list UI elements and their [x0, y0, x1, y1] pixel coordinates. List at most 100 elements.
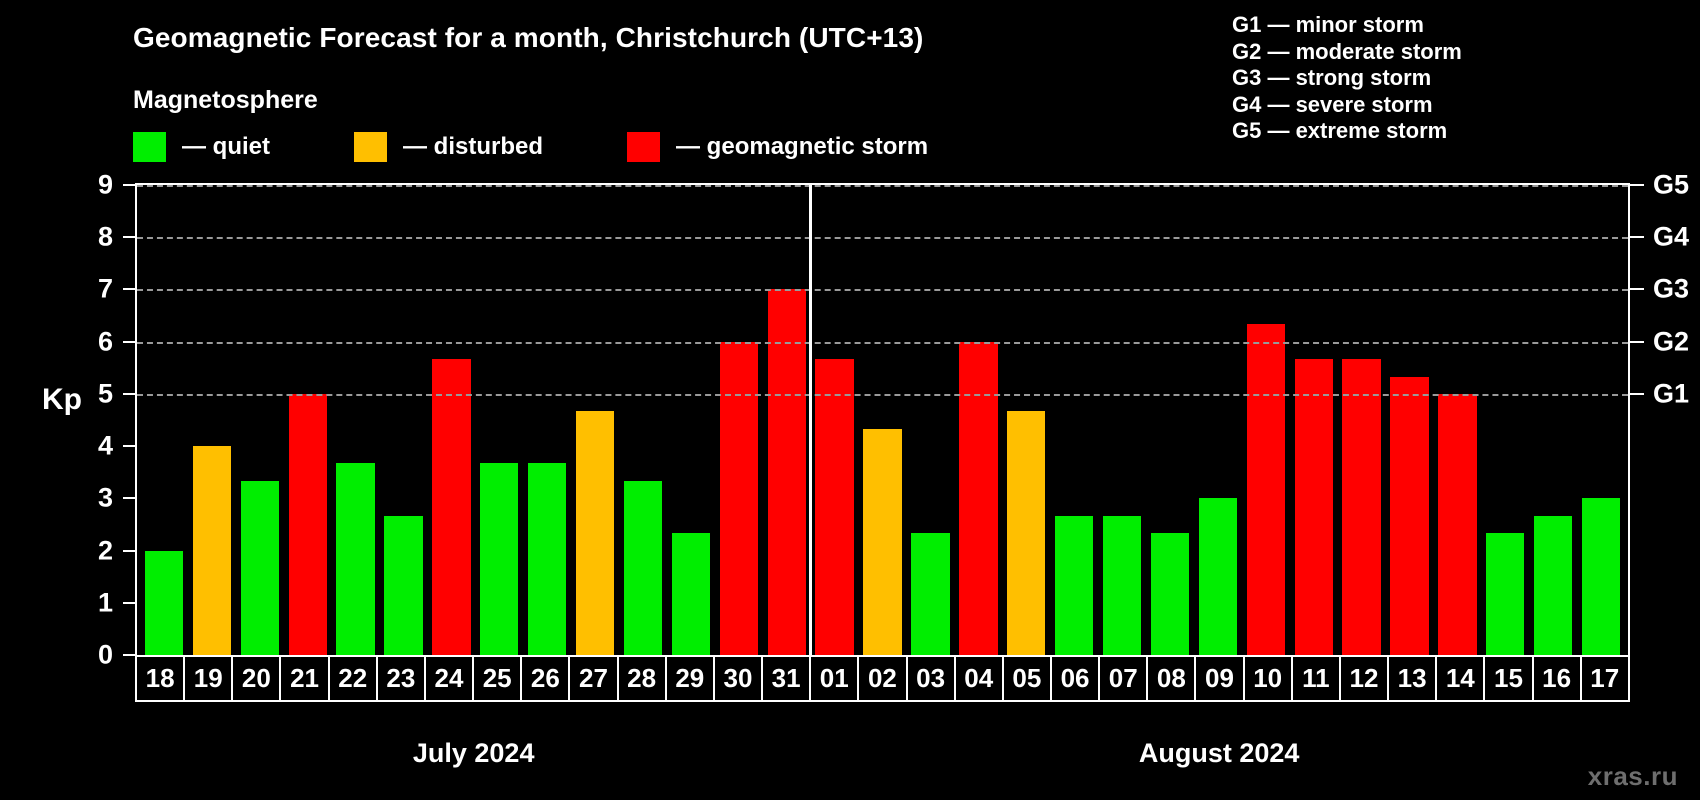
bar-july-25: [480, 463, 519, 655]
date-cell-august-14: 14: [1437, 657, 1486, 700]
bar-august-14: [1438, 393, 1477, 655]
bar-slot: [140, 185, 188, 655]
g-axis-tick-G4: [1630, 236, 1644, 239]
bar-series: [137, 185, 1628, 655]
y-tick-label-9: 9: [97, 169, 113, 200]
bar-august-11: [1294, 358, 1333, 655]
bar-slot: [523, 185, 571, 655]
date-cell-july-18: 18: [137, 657, 186, 700]
date-cell-july-22: 22: [329, 657, 378, 700]
bar-slot: [954, 185, 1002, 655]
bar-august-01: [815, 358, 854, 655]
color-legend: — quiet — disturbed — geomagnetic storm: [133, 132, 928, 162]
y-tick-mark-8: [123, 236, 135, 239]
date-cell-august-04: 04: [955, 657, 1004, 700]
magnetosphere-label: Magnetosphere: [133, 86, 318, 114]
date-cell-july-26: 26: [522, 657, 571, 700]
date-cell-august-05: 05: [1003, 657, 1052, 700]
y-tick-mark-3: [123, 497, 135, 500]
date-cell-july-27: 27: [570, 657, 619, 700]
bar-slot: [1146, 185, 1194, 655]
date-cell-july-29: 29: [666, 657, 715, 700]
legend-swatch-quiet: [133, 132, 166, 162]
plot-frame: [135, 183, 1630, 657]
bar-august-05: [1007, 411, 1046, 655]
bar-slot: [1338, 185, 1386, 655]
bar-slot: [475, 185, 523, 655]
date-cell-august-03: 03: [907, 657, 956, 700]
bar-july-27: [575, 411, 615, 655]
gridline-kp-7: [137, 289, 1628, 292]
bar-slot: [1098, 185, 1146, 655]
bar-slot: [859, 185, 907, 655]
bar-july-18: [144, 550, 184, 655]
bar-august-10: [1246, 324, 1285, 655]
bar-slot: [284, 185, 332, 655]
date-cell-august-02: 02: [859, 657, 908, 700]
g-axis-tick-G3: [1630, 288, 1644, 291]
bar-slot: [763, 185, 811, 655]
bar-slot: [811, 185, 859, 655]
date-cell-july-21: 21: [281, 657, 330, 700]
g-axis-label-G1: G1: [1653, 378, 1690, 409]
gridline-kp-6: [137, 341, 1628, 344]
g-axis-label-G2: G2: [1653, 326, 1690, 357]
date-cell-july-20: 20: [233, 657, 282, 700]
watermark: xras.ru: [1587, 761, 1678, 791]
bar-slot: [571, 185, 619, 655]
bar-july-29: [671, 533, 711, 655]
bar-august-06: [1055, 515, 1094, 655]
date-cell-july-28: 28: [618, 657, 667, 700]
bar-august-08: [1150, 533, 1190, 655]
date-cell-august-11: 11: [1292, 657, 1341, 700]
plot-inner: [137, 185, 1628, 655]
bar-august-04: [959, 341, 998, 655]
gridline-kp-5: [137, 393, 1628, 396]
page-title: Geomagnetic Forecast for a month, Christ…: [133, 22, 924, 53]
bar-july-20: [240, 481, 279, 655]
y-tick-mark-9: [123, 184, 135, 186]
bar-slot: [1050, 185, 1098, 655]
g-scale-line-2: G2 — moderate storm: [1232, 38, 1462, 64]
bar-july-23: [384, 515, 423, 655]
bar-slot: [1194, 185, 1242, 655]
legend-swatch-disturbed: [354, 132, 387, 162]
date-cell-july-31: 31: [763, 657, 812, 700]
bar-slot: [1481, 185, 1529, 655]
y-tick-label-6: 6: [97, 326, 113, 357]
y-tick-label-7: 7: [97, 273, 113, 304]
legend-swatch-storm: [627, 132, 661, 162]
y-tick-mark-6: [123, 340, 135, 343]
month-caption-august-2024: August 2024: [1138, 738, 1300, 768]
bar-slot: [380, 185, 428, 655]
month-divider: [808, 185, 812, 655]
bar-slot: [715, 185, 763, 655]
bar-july-19: [192, 446, 232, 655]
bar-july-30: [719, 341, 758, 655]
bar-july-26: [528, 463, 567, 655]
bar-slot: [1577, 185, 1625, 655]
y-tick-label-1: 1: [97, 587, 113, 618]
date-cell-july-19: 19: [185, 657, 234, 700]
bar-slot: [1529, 185, 1577, 655]
date-cell-august-09: 09: [1196, 657, 1245, 700]
date-cell-july-24: 24: [425, 657, 475, 700]
bar-slot: [332, 185, 380, 655]
g-axis-tick-G2: [1630, 340, 1644, 343]
y-tick-mark-2: [123, 549, 135, 552]
y-tick-label-8: 8: [97, 221, 113, 252]
y-tick-mark-7: [123, 288, 135, 291]
bar-slot: [427, 185, 475, 655]
bar-slot: [1002, 185, 1050, 655]
bar-august-03: [911, 533, 950, 655]
bar-july-24: [432, 358, 471, 655]
bar-slot: [1290, 185, 1338, 655]
bar-slot: [667, 185, 715, 655]
bar-slot: [1386, 185, 1434, 655]
date-cell-august-01: 01: [811, 657, 860, 700]
gridline-kp-8: [137, 237, 1628, 240]
g-scale-line-4: G4 — severe storm: [1232, 91, 1433, 117]
y-tick-mark-0: [123, 654, 135, 656]
legend-item-storm: — geomagnetic storm: [627, 132, 928, 162]
